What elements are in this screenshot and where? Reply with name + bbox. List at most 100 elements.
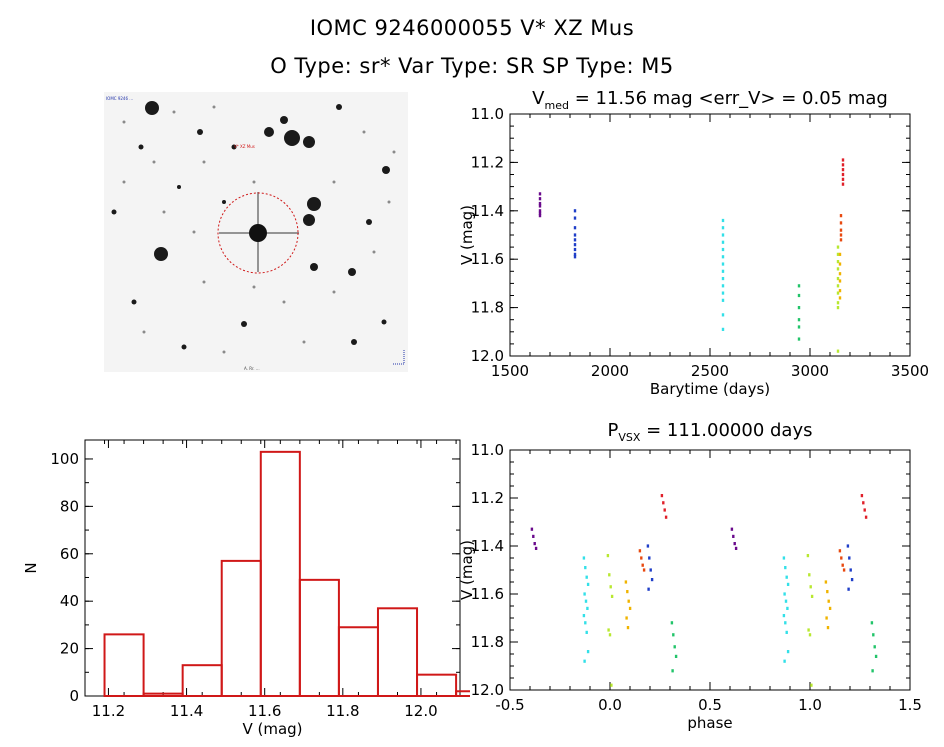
y-tick-label: 11.8 [471, 299, 504, 317]
data-point [585, 630, 588, 634]
light-curve-chart: 1500 2000 2500 3000 3500 11.0 11.2 11.4 11.6 11.8… [458, 88, 929, 398]
data-point [663, 508, 666, 512]
data-point [841, 158, 845, 162]
magnitude-histogram: 11.2 11.4 11.6 11.8 12.0 0 20 40 60 80 100 V (mag) N [22, 439, 470, 738]
histogram-bar [416, 673, 458, 698]
chart-title-rest: = 111.00000 days [640, 420, 812, 441]
data-point [608, 573, 611, 577]
data-point [841, 163, 845, 167]
finder-label-target: V* XZ Mus [234, 144, 255, 149]
data-point [784, 566, 787, 570]
data-point [538, 204, 542, 208]
data-point [734, 546, 738, 550]
data-point [660, 494, 664, 498]
page-subtitle: O Type: sr* Var Type: SR SP Type: M5 [270, 54, 674, 78]
data-point [646, 544, 650, 548]
data-point [721, 327, 725, 331]
histogram-bar [298, 578, 340, 697]
data-point [839, 233, 843, 237]
data-point [836, 306, 840, 310]
y-tick-label: 11.2 [471, 153, 504, 171]
data-point [721, 269, 725, 273]
data-point [809, 585, 812, 589]
plot-frame [509, 113, 911, 357]
y-tick-label: 80 [60, 497, 79, 515]
y-tick-label: 40 [60, 592, 79, 610]
data-point [586, 582, 590, 586]
x-tick-label: -0.5 [495, 696, 524, 714]
chart-title: Vmed = 11.56 mag <err_V> = 0.05 mag [532, 88, 888, 112]
data-point [862, 501, 865, 505]
x-tick-label: 0.5 [698, 696, 722, 714]
data-point [573, 247, 577, 252]
chart-title-main: V [532, 88, 545, 109]
chart-title-subscript: med [545, 99, 569, 112]
x-tick-label: 1500 [491, 362, 529, 380]
data-point [826, 590, 829, 594]
data-point [784, 599, 788, 603]
y-tick-label: 11.6 [471, 585, 504, 603]
histogram-bar [455, 690, 470, 697]
data-point [649, 568, 652, 572]
data-point [839, 214, 843, 218]
data-point [606, 554, 610, 558]
data-point [638, 549, 642, 553]
data-point [662, 501, 665, 505]
y-tick-label: 11.2 [471, 489, 504, 507]
data-point [828, 606, 832, 610]
data-point [870, 621, 874, 625]
data-point [584, 599, 588, 603]
data-point [782, 614, 786, 618]
data-point [672, 633, 675, 637]
data-point [839, 221, 843, 225]
data-point [586, 606, 589, 610]
chart-title-main: P [608, 420, 619, 441]
data-point [838, 272, 842, 276]
data-point [841, 177, 845, 181]
x-tick-label: 0.0 [598, 696, 622, 714]
data-point [586, 650, 590, 654]
data-point [573, 238, 577, 242]
x-tick-label: 3000 [791, 362, 829, 380]
data-point [849, 568, 852, 572]
data-point [585, 575, 588, 579]
data-point [873, 645, 876, 649]
data-point [838, 296, 842, 300]
data-point [797, 318, 801, 322]
data-point [807, 628, 810, 632]
data-point [625, 616, 628, 620]
finder-label-bottom: A. Rr. ... [244, 366, 260, 371]
y-tick-label: 12.0 [471, 681, 504, 699]
y-tick-label: 100 [50, 450, 79, 468]
data-point [841, 182, 845, 186]
data-point [825, 616, 828, 620]
data-point [838, 262, 842, 266]
data-point [583, 659, 586, 663]
data-point [841, 172, 845, 177]
x-tick-label: 2000 [591, 362, 629, 380]
chart-title-subscript: VSX [618, 431, 641, 444]
y-axis-label: N [22, 562, 40, 573]
phase-curve-chart: -0.5 0.0 0.5 1.0 1.5 11.0 11.2 11.4 11.6 11.8 12.0… [458, 420, 922, 732]
data-point [847, 587, 850, 591]
data-point [648, 556, 651, 560]
data-point [626, 626, 630, 630]
data-point [721, 255, 725, 259]
data-point [839, 228, 843, 232]
x-tick-label: 11.8 [326, 702, 359, 720]
chart-title-rest: = 11.56 mag <err_V> = 0.05 mag [569, 88, 888, 109]
data-point [797, 337, 801, 341]
data-point [532, 534, 535, 538]
x-tick-label: 3500 [891, 362, 929, 380]
target-star [219, 192, 299, 272]
data-point [826, 626, 830, 630]
data-point [538, 209, 542, 213]
data-point [582, 556, 586, 560]
data-point [538, 197, 542, 201]
histogram-bar [220, 559, 262, 697]
data-point [839, 238, 843, 242]
x-tick-label: 11.4 [170, 702, 203, 720]
data-point [783, 592, 786, 596]
x-tick-label: 12.0 [404, 702, 437, 720]
y-tick-label: 20 [60, 640, 79, 658]
